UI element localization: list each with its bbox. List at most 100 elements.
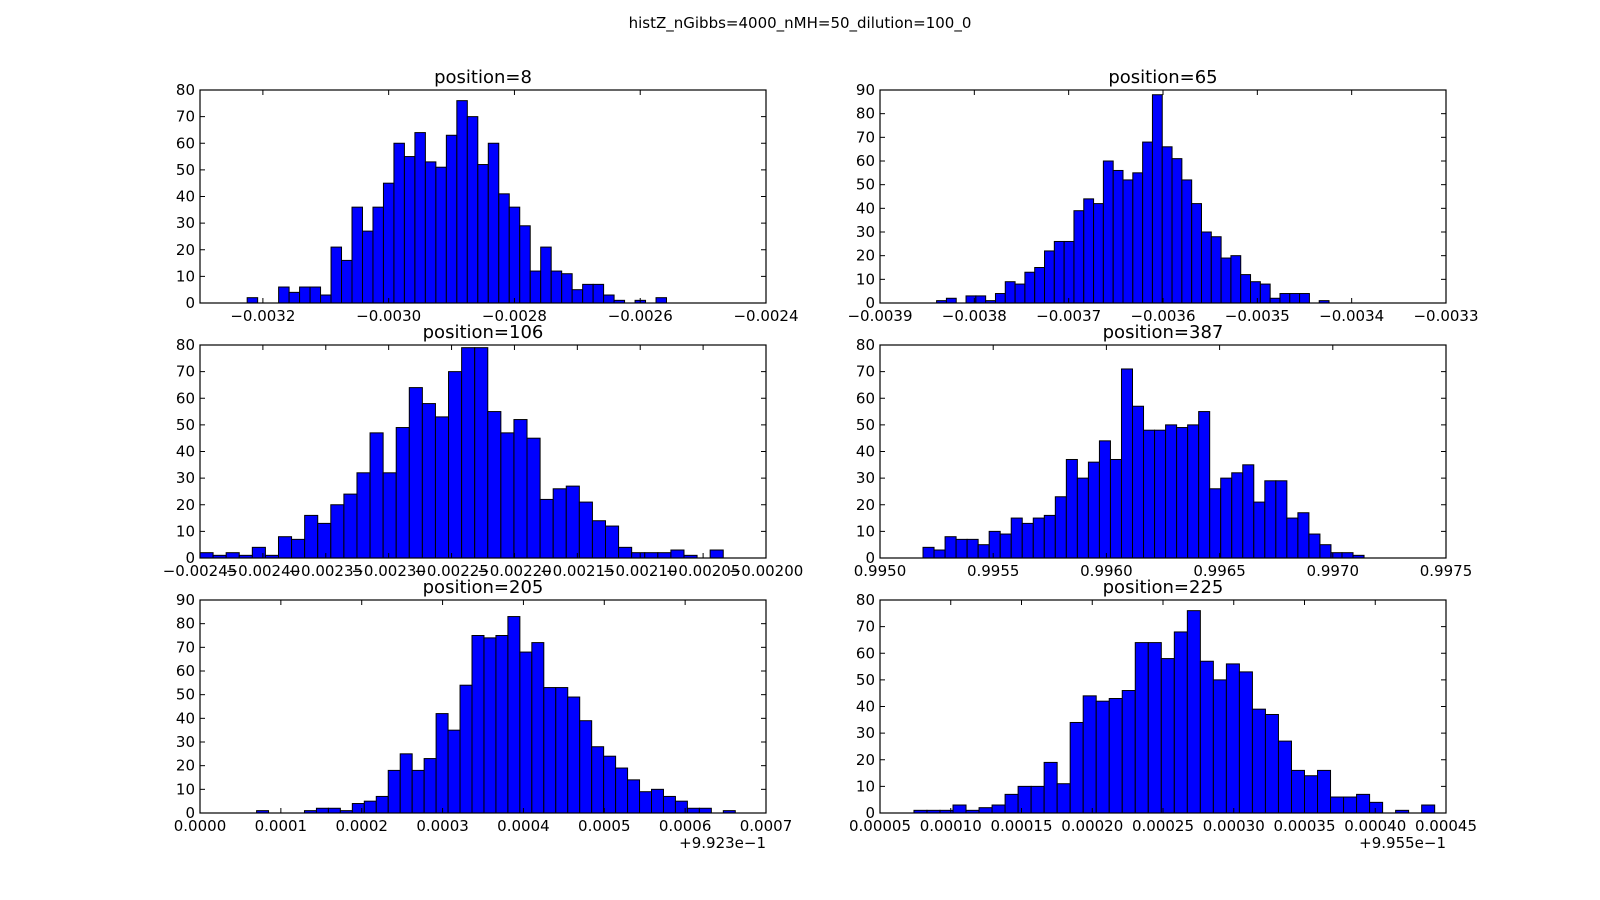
y-tick-label: 70 bbox=[856, 128, 875, 146]
histogram-bar bbox=[1095, 700, 1110, 813]
histogram-bar bbox=[487, 142, 500, 303]
y-tick-label: 60 bbox=[176, 389, 195, 407]
histogram-bar bbox=[1056, 783, 1071, 813]
y-tick-label: 30 bbox=[856, 469, 875, 487]
histogram-bar bbox=[369, 432, 384, 558]
histogram-bar bbox=[1154, 429, 1167, 558]
histogram-bar bbox=[474, 347, 489, 558]
histogram-bar bbox=[991, 804, 1006, 813]
x-tick-label: −0.00200 bbox=[729, 562, 804, 580]
histogram-bar bbox=[327, 807, 341, 813]
bars-group bbox=[936, 94, 1330, 303]
histogram-bar bbox=[304, 514, 319, 558]
histogram-bar bbox=[615, 767, 629, 813]
histogram-panel: position=8 0 10 20 30 40 50 60 70 80 −0.0032 −0.003… bbox=[176, 67, 799, 325]
x-tick-label: −0.00230 bbox=[351, 562, 426, 580]
histogram-bar bbox=[483, 637, 497, 813]
histogram-bar bbox=[561, 273, 573, 303]
y-tick-label: 60 bbox=[176, 134, 195, 152]
y-tick-label: 40 bbox=[176, 188, 195, 206]
x-tick-label: 0.0000 bbox=[174, 817, 227, 835]
panel-title: position=225 bbox=[1103, 577, 1224, 598]
y-tick-label: 0 bbox=[185, 804, 195, 822]
x-tick-label: 0.0006 bbox=[659, 817, 712, 835]
y-tick-label: 50 bbox=[856, 416, 875, 434]
histogram-bar bbox=[500, 432, 515, 558]
histogram-bar bbox=[552, 488, 567, 558]
histogram-bar bbox=[1198, 411, 1211, 558]
panel-title: position=106 bbox=[423, 322, 544, 343]
x-tick-label: −0.00215 bbox=[540, 562, 615, 580]
histogram-bar bbox=[1082, 695, 1097, 813]
x-tick-label: −0.0030 bbox=[356, 307, 421, 325]
histogram-bar bbox=[582, 283, 594, 303]
histogram-bar bbox=[513, 419, 528, 558]
histogram-bar bbox=[456, 100, 468, 303]
x-tick-label: 0.00045 bbox=[1415, 817, 1477, 835]
histogram-bar bbox=[375, 795, 389, 813]
y-tick-label: 0 bbox=[865, 549, 875, 567]
histogram-bar bbox=[471, 635, 485, 813]
histogram-bar bbox=[543, 687, 557, 813]
histogram-bar bbox=[1297, 512, 1310, 558]
histogram-bar bbox=[461, 347, 476, 558]
histogram-bar bbox=[994, 293, 1006, 303]
y-tick-label: 50 bbox=[176, 686, 195, 704]
histogram-bar bbox=[1032, 517, 1045, 558]
histogram-bar bbox=[1043, 761, 1058, 813]
bars-group bbox=[200, 347, 724, 558]
histogram-bar bbox=[1343, 796, 1358, 813]
histogram-bar bbox=[651, 788, 664, 813]
y-tick-label: 40 bbox=[176, 709, 195, 727]
x-tick-label: 0.00030 bbox=[1203, 817, 1265, 835]
y-tick-label: 80 bbox=[176, 615, 195, 633]
histogram-panel: position=387 0 10 20 30 40 50 60 70 80 0.9950 0.995… bbox=[854, 322, 1473, 580]
histogram-bar bbox=[1004, 281, 1016, 303]
histogram-bar bbox=[256, 810, 270, 813]
histogram-bar bbox=[531, 642, 545, 813]
x-tick-label: −0.00220 bbox=[477, 562, 552, 580]
histogram-bar bbox=[382, 472, 397, 558]
histogram-bar bbox=[393, 142, 405, 303]
histogram-bar bbox=[330, 246, 343, 303]
histogram-bar bbox=[933, 549, 946, 558]
x-tick-label: −0.0036 bbox=[1130, 307, 1195, 325]
histogram-bar bbox=[411, 769, 425, 813]
histogram-bar bbox=[1122, 179, 1134, 303]
histogram-bar bbox=[309, 286, 322, 303]
histogram-bar bbox=[200, 552, 214, 558]
histogram-bar bbox=[1279, 293, 1291, 303]
y-tick-label: 70 bbox=[856, 363, 875, 381]
histogram-bar bbox=[1269, 297, 1281, 303]
bars-group bbox=[922, 368, 1365, 558]
histogram-bar bbox=[591, 746, 605, 813]
histogram-bar bbox=[526, 437, 541, 558]
x-tick-label: −0.0037 bbox=[1036, 307, 1101, 325]
histogram-bar bbox=[977, 544, 990, 558]
x-tick-label: 0.9955 bbox=[967, 562, 1020, 580]
axes-frame bbox=[199, 599, 767, 814]
y-tick-label: 10 bbox=[176, 780, 195, 798]
histogram-bar bbox=[1147, 642, 1162, 813]
histogram-bar bbox=[1120, 368, 1134, 558]
y-tick-label: 10 bbox=[856, 270, 875, 288]
histogram-bar bbox=[1165, 424, 1178, 558]
x-tick-label: −0.0039 bbox=[847, 307, 912, 325]
y-tick-label: 80 bbox=[856, 591, 875, 609]
x-tick-label: 0.00005 bbox=[849, 817, 911, 835]
y-tick-label: 20 bbox=[176, 757, 195, 775]
bars-group bbox=[913, 610, 1436, 813]
histogram-bar bbox=[507, 616, 521, 813]
histogram-bar bbox=[498, 193, 510, 303]
histogram-bar bbox=[356, 472, 371, 558]
histogram-bar bbox=[1330, 796, 1345, 813]
histogram-bar bbox=[1098, 440, 1111, 558]
y-tick-label: 80 bbox=[856, 336, 875, 354]
histogram-bar bbox=[988, 530, 1001, 558]
histogram-bar bbox=[395, 427, 410, 558]
histogram-bar bbox=[424, 161, 437, 303]
histogram-bar bbox=[251, 546, 266, 558]
y-tick-label: 60 bbox=[856, 389, 875, 407]
histogram-bar bbox=[399, 753, 413, 813]
bars-group bbox=[246, 100, 668, 303]
